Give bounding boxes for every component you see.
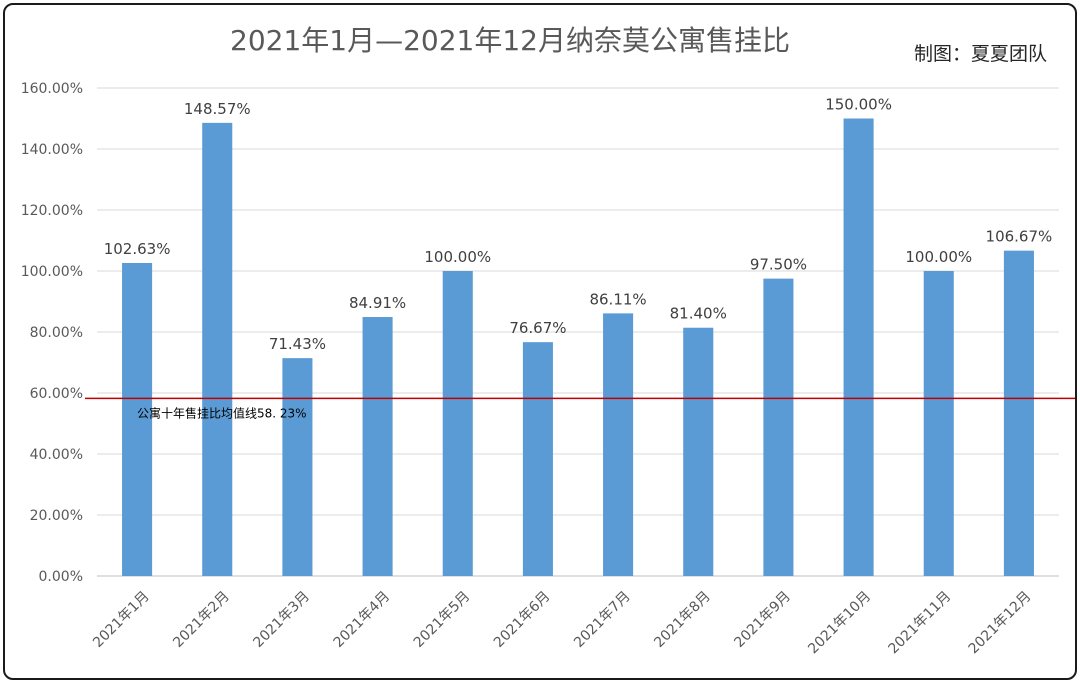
data-labels: 102.63% 148.57% 71.43% 84.91% 100.00% 76.67% 8… xyxy=(104,96,1053,354)
bar xyxy=(362,317,393,576)
x-axis-ticks: 2021年1月 2021年2月 2021年3月 2021年4月 2021年5月 2021年… xyxy=(90,588,1034,657)
bar xyxy=(522,342,553,576)
x-tick-label: 2021年5月 xyxy=(411,588,474,651)
x-tick-label: 2021年9月 xyxy=(731,588,794,651)
data-label: 86.11% xyxy=(589,290,646,308)
data-label: 97.50% xyxy=(750,256,807,274)
x-tick-label: 2021年7月 xyxy=(571,588,634,651)
x-tick-label: 2021年1月 xyxy=(90,588,153,651)
y-tick-label: 120.00% xyxy=(21,203,83,219)
x-tick-label: 2021年2月 xyxy=(170,588,233,651)
bars xyxy=(122,118,1034,576)
data-label: 84.91% xyxy=(349,294,406,312)
data-label: 81.40% xyxy=(670,305,727,323)
bar xyxy=(282,358,313,576)
y-tick-label: 60.00% xyxy=(30,386,83,402)
y-axis-ticks: 0.00% 20.00% 40.00% 60.00% 80.00% 100.00% 120.… xyxy=(21,81,83,585)
y-tick-label: 100.00% xyxy=(21,264,83,280)
data-label: 76.67% xyxy=(509,319,566,337)
reference-line-group: 公寓十年售挂比均值线58. 23% xyxy=(85,397,1075,420)
x-tick-label: 2021年6月 xyxy=(491,588,554,651)
x-tick-label: 2021年8月 xyxy=(651,588,714,651)
bar-chart: 0.00% 20.00% 40.00% 60.00% 80.00% 100.00% 120.… xyxy=(21,81,1075,657)
bar xyxy=(1003,250,1034,576)
chart-credit: 制图：夏夏团队 xyxy=(913,43,1047,65)
bar xyxy=(843,118,874,576)
data-label: 106.67% xyxy=(986,228,1053,246)
chart-title: 2021年1月—2021年12月纳奈莫公寓售挂比 xyxy=(230,24,790,57)
y-tick-label: 0.00% xyxy=(39,569,83,585)
data-label: 71.43% xyxy=(269,335,326,353)
data-label: 102.63% xyxy=(104,240,171,258)
x-tick-label: 2021年11月 xyxy=(885,588,954,657)
y-tick-label: 140.00% xyxy=(21,142,83,158)
data-label: 100.00% xyxy=(905,248,972,266)
x-tick-label: 2021年10月 xyxy=(805,588,874,657)
bar xyxy=(763,278,794,576)
grid-lines xyxy=(97,87,1059,577)
bar xyxy=(683,327,714,576)
y-tick-label: 160.00% xyxy=(21,81,83,97)
bar xyxy=(442,271,473,576)
y-tick-label: 20.00% xyxy=(30,508,83,524)
y-tick-label: 40.00% xyxy=(30,447,83,463)
bar xyxy=(603,313,634,576)
bar xyxy=(122,262,153,576)
bar xyxy=(202,122,233,576)
data-label: 100.00% xyxy=(424,248,491,266)
x-tick-label: 2021年12月 xyxy=(966,588,1035,657)
bar xyxy=(923,271,954,576)
y-tick-label: 80.00% xyxy=(30,325,83,341)
x-tick-label: 2021年3月 xyxy=(250,588,313,651)
data-label: 148.57% xyxy=(184,100,251,118)
x-tick-label: 2021年4月 xyxy=(331,588,394,651)
average-line-label: 公寓十年售挂比均值线58. 23% xyxy=(137,405,307,420)
data-label: 150.00% xyxy=(825,96,892,114)
chart-frame: 2021年1月—2021年12月纳奈莫公寓售挂比 制图：夏夏团队 0.00% 20… xyxy=(3,3,1077,680)
